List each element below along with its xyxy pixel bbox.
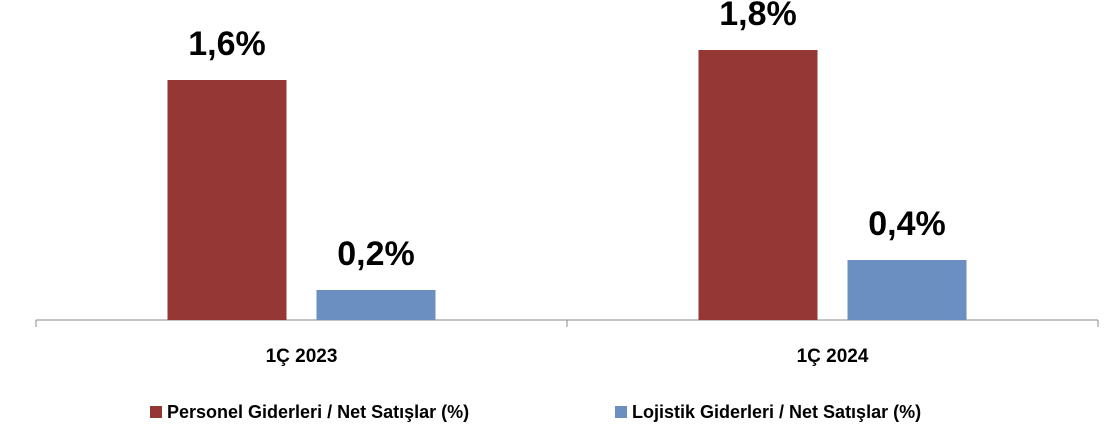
legend-label: Personel Giderleri / Net Satışlar (%) — [167, 402, 469, 422]
bar — [847, 260, 967, 320]
x-tick-label: 1Ç 2023 — [266, 346, 338, 367]
data-label: 0,2% — [337, 235, 415, 273]
data-label: 1,8% — [719, 0, 797, 33]
bar — [167, 80, 287, 320]
data-label: 1,6% — [188, 25, 266, 63]
bar — [316, 290, 436, 320]
legend-swatch — [150, 406, 162, 418]
data-label: 0,4% — [868, 205, 946, 243]
bar — [698, 50, 818, 320]
legend-swatch — [615, 406, 627, 418]
legend-label: Lojistik Giderleri / Net Satışlar (%) — [632, 402, 921, 422]
x-tick-label: 1Ç 2024 — [797, 346, 869, 367]
